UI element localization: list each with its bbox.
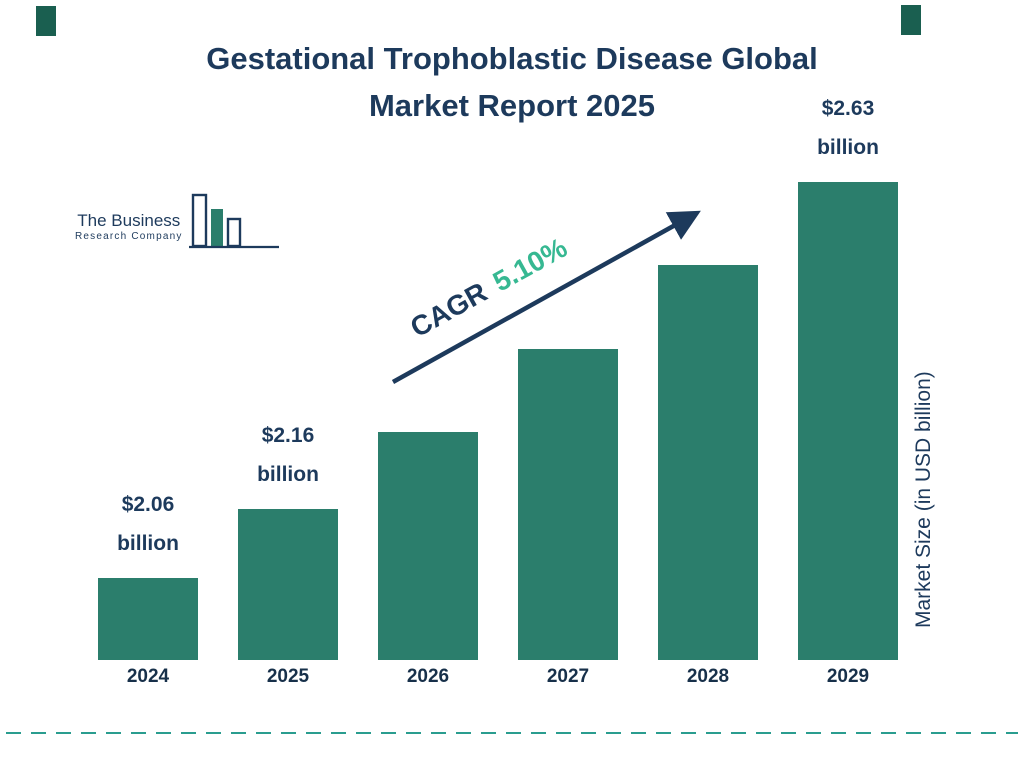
bar-value-label-2029: $2.63 billion [817, 90, 879, 168]
chart-area: $2.06 billion $2.16 billion [98, 97, 898, 660]
x-label-2024: 2024 [126, 666, 170, 687]
x-label-2025: 2025 [266, 666, 310, 687]
title-line-2: Market Report 2025 [368, 87, 655, 123]
bar-2025 [238, 509, 338, 660]
bar-group-2024: $2.06 billion [98, 486, 198, 660]
bar-group-2028 [658, 251, 758, 660]
bar-unit-2029: billion [817, 136, 879, 160]
bar-group-2027 [518, 335, 618, 660]
x-label-2026: 2026 [406, 666, 450, 687]
bar-2026 [378, 432, 478, 660]
bar-unit-2024: billion [117, 532, 179, 556]
corner-accent-right [901, 5, 921, 35]
bar-value-2029: $2.63 [821, 97, 875, 121]
bottom-dashed-line [6, 732, 1018, 734]
bar-2028 [658, 265, 758, 660]
corner-accent-left [36, 6, 56, 36]
y-axis-label: Market Size (in USD billion) [912, 371, 935, 629]
x-label-2028: 2028 [686, 666, 730, 687]
logo-text: The Business Research Company [75, 211, 183, 242]
bar-2029 [798, 182, 898, 660]
x-label-2029: 2029 [826, 666, 870, 687]
bar-value-label-2024: $2.06 billion [117, 486, 179, 564]
growth-arrow-icon [391, 210, 701, 384]
logo-text-line-2: Research Company [75, 231, 183, 242]
bar-2027 [518, 349, 618, 660]
bar-value-2025: $2.16 [261, 424, 315, 448]
bar-value-label-2025: $2.16 billion [257, 417, 319, 495]
bar-value-2024: $2.06 [121, 493, 175, 517]
x-axis-labels: 2024 2025 2026 2027 2028 2029 [98, 666, 898, 688]
logo-bar-chart-icon [188, 192, 281, 261]
bar-group-2025: $2.16 billion [238, 417, 338, 660]
page-title: Gestational Trophoblastic Disease Global… [0, 36, 1024, 129]
x-label-2027: 2027 [546, 666, 590, 687]
bar-group-2029: $2.63 billion [798, 90, 898, 660]
company-logo: The Business Research Company [75, 192, 281, 261]
logo-text-line-1: The Business [77, 211, 181, 230]
bar-unit-2025: billion [257, 463, 319, 487]
bar-group-2026 [378, 418, 478, 660]
bar-2024 [98, 578, 198, 660]
title-line-1: Gestational Trophoblastic Disease Global [206, 41, 818, 76]
